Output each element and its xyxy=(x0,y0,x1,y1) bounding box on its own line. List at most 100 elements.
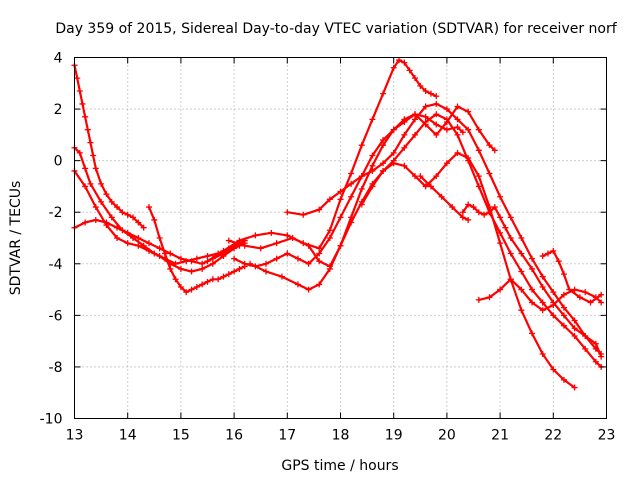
data-point xyxy=(294,281,301,288)
data-point xyxy=(348,219,355,226)
x-tick-label: 15 xyxy=(172,428,190,444)
data-point xyxy=(380,142,387,149)
data-point xyxy=(145,247,152,254)
data-point xyxy=(459,214,466,221)
data-point xyxy=(225,271,232,278)
data-point xyxy=(539,299,546,306)
data-point xyxy=(204,258,211,265)
data-point xyxy=(289,235,296,241)
data-point xyxy=(316,258,323,265)
data-point xyxy=(433,111,440,118)
data-point xyxy=(305,260,312,267)
data-point xyxy=(156,235,163,241)
data-point xyxy=(518,307,525,314)
data-point xyxy=(92,165,99,172)
data-point xyxy=(76,88,83,95)
data-point xyxy=(454,116,461,123)
series-track-10 xyxy=(284,100,605,358)
data-point xyxy=(172,276,179,283)
data-point xyxy=(380,137,387,144)
y-tick-label: -10 xyxy=(40,412,63,428)
data-point xyxy=(156,245,163,252)
x-tick-label: 17 xyxy=(278,428,296,444)
data-point xyxy=(550,289,557,296)
data-point xyxy=(592,340,599,347)
data-point xyxy=(406,67,413,74)
series-track-15 xyxy=(539,247,605,306)
data-point xyxy=(145,204,152,211)
axis-ticks xyxy=(74,57,607,419)
data-point xyxy=(167,250,174,257)
data-point xyxy=(390,64,397,71)
y-tick-label: -2 xyxy=(49,205,63,221)
data-point xyxy=(231,268,238,275)
data-point xyxy=(507,276,514,283)
data-point xyxy=(539,273,546,280)
data-point xyxy=(215,276,222,283)
data-point xyxy=(560,271,567,278)
data-point xyxy=(316,281,323,288)
data-point xyxy=(433,100,440,107)
data-point xyxy=(114,224,121,231)
x-tick-label: 16 xyxy=(225,428,243,444)
data-point xyxy=(84,126,91,133)
data-point xyxy=(475,147,482,154)
data-point xyxy=(220,247,227,254)
data-point xyxy=(390,126,397,133)
data-point xyxy=(188,286,195,293)
data-point xyxy=(140,224,147,231)
data-point xyxy=(411,131,418,138)
data-point xyxy=(486,170,493,177)
series-track-12 xyxy=(417,173,472,223)
data-point xyxy=(427,90,434,97)
data-point xyxy=(337,242,344,249)
data-point xyxy=(411,173,418,180)
data-point xyxy=(507,250,514,257)
data-point xyxy=(550,312,557,319)
data-point xyxy=(90,152,97,159)
data-point xyxy=(576,294,583,301)
data-point xyxy=(135,235,142,241)
data-point xyxy=(459,209,466,216)
data-point xyxy=(380,90,387,97)
y-tick-label: 4 xyxy=(54,51,63,67)
data-point xyxy=(571,325,578,332)
data-point xyxy=(401,59,408,66)
series-track-6 xyxy=(204,57,440,265)
data-point xyxy=(284,250,291,257)
data-point xyxy=(566,286,573,293)
data-point xyxy=(571,384,578,391)
data-point xyxy=(124,211,131,218)
data-point xyxy=(135,219,142,226)
data-point xyxy=(151,216,158,223)
data-point xyxy=(188,268,195,275)
data-point xyxy=(348,193,355,200)
x-tick-label: 19 xyxy=(385,428,403,444)
data-point xyxy=(358,201,365,208)
data-point xyxy=(454,131,461,138)
series-track-3 xyxy=(71,216,248,267)
data-point xyxy=(82,165,89,172)
data-point xyxy=(529,255,536,262)
data-point xyxy=(257,245,264,252)
data-point xyxy=(380,160,387,167)
data-point xyxy=(326,235,333,241)
data-point xyxy=(475,209,482,216)
data-point xyxy=(475,296,482,303)
data-point xyxy=(193,283,200,290)
data-point xyxy=(422,88,429,95)
data-point xyxy=(177,265,184,272)
data-point xyxy=(454,103,461,110)
data-point xyxy=(305,286,312,293)
data-point xyxy=(183,289,190,296)
data-point xyxy=(592,358,599,365)
data-point xyxy=(486,209,493,216)
data-point xyxy=(263,260,270,267)
data-point xyxy=(417,173,424,180)
data-point xyxy=(582,332,589,339)
data-point xyxy=(135,242,142,249)
data-point xyxy=(454,149,461,156)
data-point xyxy=(497,240,504,247)
data-point xyxy=(497,214,504,221)
